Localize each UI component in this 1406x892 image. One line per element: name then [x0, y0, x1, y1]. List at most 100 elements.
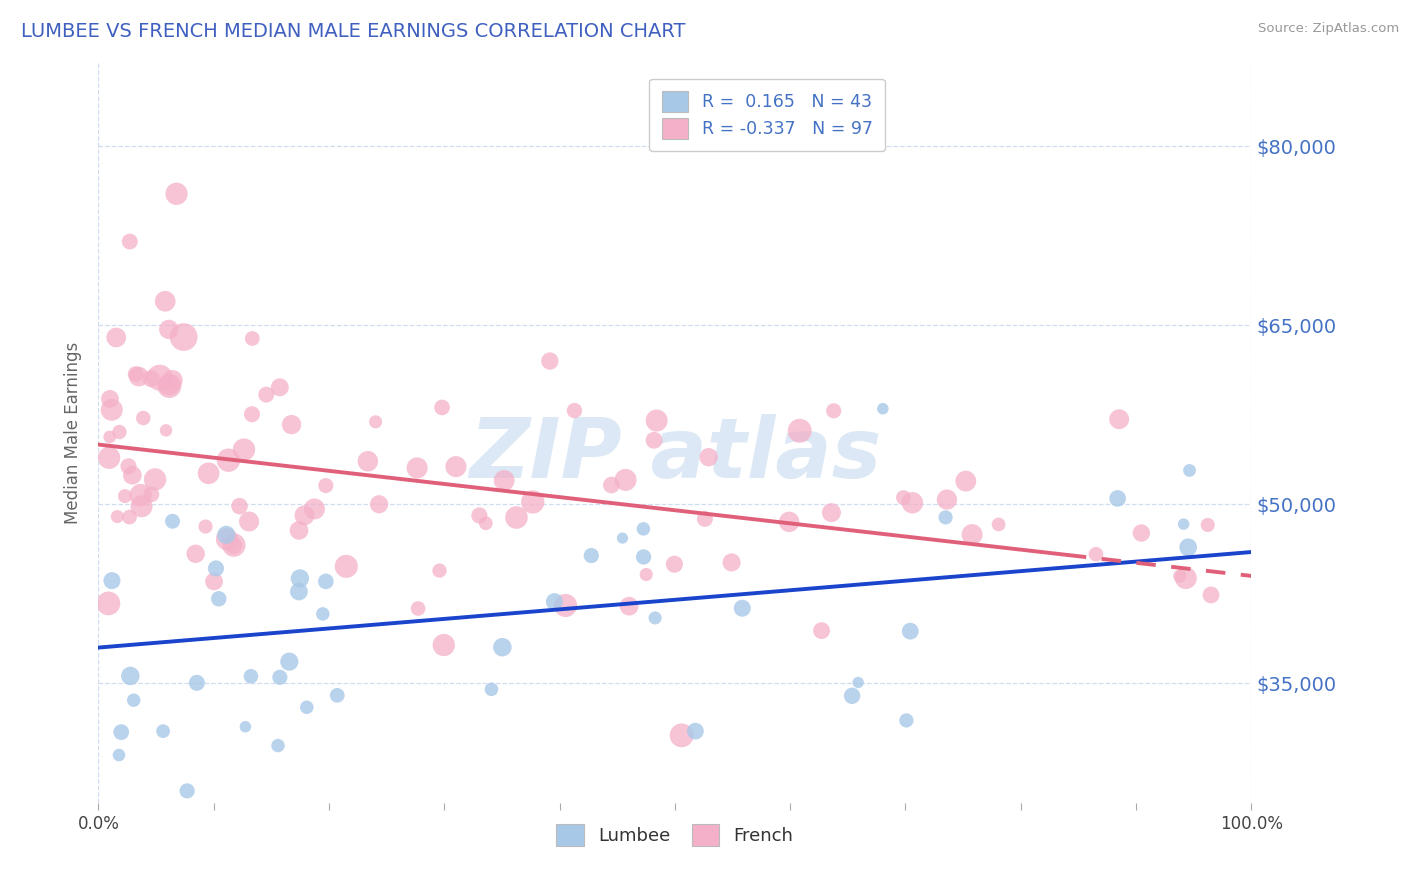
Point — [110, 725, 132, 739]
Point — [491, 640, 513, 655]
Point — [778, 515, 800, 529]
Point — [475, 516, 498, 531]
Point — [157, 377, 180, 392]
Point — [269, 670, 291, 684]
Point — [288, 524, 311, 538]
Point — [1174, 571, 1197, 585]
Point — [671, 728, 693, 742]
Point — [173, 330, 195, 344]
Point — [228, 499, 250, 513]
Point — [357, 454, 380, 468]
Point — [202, 574, 225, 589]
Point — [280, 417, 302, 432]
Point — [901, 496, 924, 510]
Text: LUMBEE VS FRENCH MEDIAN MALE EARNINGS CORRELATION CHART: LUMBEE VS FRENCH MEDIAN MALE EARNINGS CO… — [21, 22, 686, 41]
Point — [841, 689, 863, 703]
Point — [433, 638, 456, 652]
Point — [278, 655, 301, 669]
Point — [697, 450, 720, 465]
Point — [194, 519, 217, 533]
Point — [846, 675, 869, 690]
Point — [693, 512, 716, 526]
Point — [288, 571, 311, 585]
Point — [215, 528, 238, 542]
Point — [872, 401, 894, 416]
Point — [1107, 491, 1129, 506]
Point — [636, 567, 658, 582]
Point — [543, 595, 565, 609]
Point — [955, 474, 977, 488]
Point — [326, 689, 349, 703]
Point — [118, 235, 141, 249]
Point — [522, 495, 544, 509]
Point — [406, 601, 429, 615]
Point — [217, 453, 239, 467]
Point — [98, 430, 121, 444]
Point — [1130, 526, 1153, 541]
Point — [166, 186, 188, 201]
Point — [186, 676, 208, 690]
Point — [429, 564, 451, 578]
Point — [987, 517, 1010, 532]
Point — [368, 497, 391, 511]
Point — [315, 574, 337, 589]
Legend: Lumbee, French: Lumbee, French — [550, 816, 800, 853]
Point — [98, 392, 121, 406]
Point — [294, 508, 316, 523]
Point — [108, 747, 131, 762]
Point — [935, 510, 957, 524]
Point — [105, 509, 128, 524]
Point — [960, 527, 983, 541]
Point — [617, 599, 640, 614]
Point — [153, 294, 176, 309]
Point — [149, 370, 172, 384]
Point — [197, 467, 219, 481]
Point — [1084, 547, 1107, 561]
Point — [139, 372, 162, 386]
Text: ZIP atlas: ZIP atlas — [468, 414, 882, 495]
Point — [132, 411, 155, 425]
Point — [538, 354, 561, 368]
Point — [122, 693, 145, 707]
Point — [98, 450, 121, 465]
Point — [254, 387, 277, 401]
Point — [406, 461, 429, 475]
Point — [152, 724, 174, 739]
Point — [612, 531, 634, 545]
Point — [141, 487, 163, 501]
Y-axis label: Median Male Earnings: Median Male Earnings — [63, 342, 82, 524]
Point — [304, 502, 326, 516]
Point — [468, 508, 491, 523]
Point — [720, 556, 742, 570]
Point — [481, 682, 503, 697]
Point — [1108, 412, 1130, 426]
Point — [215, 532, 238, 546]
Point — [101, 574, 124, 588]
Point — [494, 474, 516, 488]
Point — [505, 510, 527, 524]
Point — [893, 491, 915, 505]
Point — [240, 407, 263, 421]
Point — [1199, 588, 1222, 602]
Point — [114, 489, 136, 503]
Point — [238, 515, 260, 529]
Point — [1168, 569, 1191, 583]
Point — [810, 624, 832, 638]
Point — [820, 506, 842, 520]
Point — [364, 415, 387, 429]
Point — [312, 607, 335, 621]
Point — [1173, 517, 1195, 532]
Point — [823, 404, 845, 418]
Point — [105, 330, 128, 344]
Point — [1178, 463, 1201, 477]
Point — [162, 514, 184, 528]
Point — [233, 442, 256, 457]
Point — [131, 500, 153, 514]
Point — [222, 538, 245, 552]
Point — [208, 591, 231, 606]
Point — [554, 599, 576, 613]
Point — [267, 739, 290, 753]
Point — [235, 720, 257, 734]
Point — [645, 413, 668, 427]
Point — [898, 624, 921, 639]
